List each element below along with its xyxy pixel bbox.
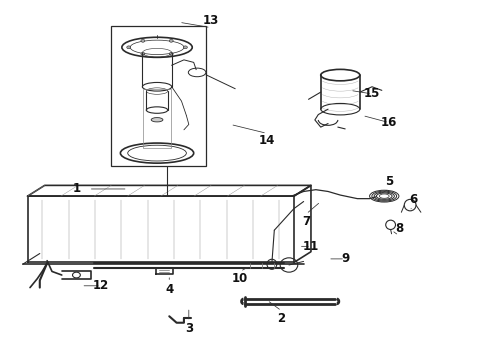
Text: 15: 15 bbox=[364, 87, 380, 100]
Bar bbox=[111, 26, 206, 166]
Text: 2: 2 bbox=[277, 311, 286, 325]
Circle shape bbox=[127, 46, 131, 49]
Text: 4: 4 bbox=[165, 283, 173, 296]
Text: 8: 8 bbox=[395, 222, 403, 235]
Ellipse shape bbox=[151, 118, 163, 122]
Bar bbox=[144, 89, 171, 148]
Circle shape bbox=[141, 39, 145, 42]
Text: 5: 5 bbox=[385, 175, 393, 188]
Circle shape bbox=[169, 53, 173, 55]
Text: 13: 13 bbox=[203, 14, 219, 27]
Text: 12: 12 bbox=[93, 279, 109, 292]
Text: 14: 14 bbox=[259, 134, 275, 147]
Text: 6: 6 bbox=[410, 193, 417, 206]
Text: 11: 11 bbox=[303, 240, 319, 253]
Text: 3: 3 bbox=[185, 322, 193, 335]
Circle shape bbox=[169, 39, 173, 42]
Text: 16: 16 bbox=[381, 116, 397, 129]
Text: 10: 10 bbox=[232, 272, 248, 285]
Text: 9: 9 bbox=[341, 252, 349, 265]
Text: 7: 7 bbox=[302, 215, 310, 228]
Circle shape bbox=[141, 53, 145, 55]
Circle shape bbox=[183, 46, 187, 49]
Text: 1: 1 bbox=[73, 183, 80, 195]
